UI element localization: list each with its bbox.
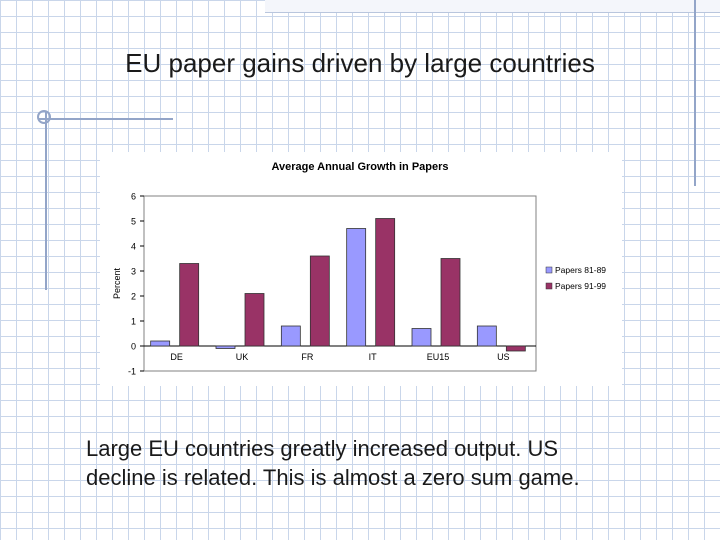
x-tick-label: EU15 — [427, 352, 450, 362]
bar-1 — [150, 340, 171, 347]
x-tick-label: US — [497, 352, 510, 362]
right-decor-rule — [694, 0, 696, 186]
slide-body: Large EU countries greatly increased out… — [86, 434, 686, 492]
x-tick-label: DE — [170, 352, 183, 362]
bar-chart: Average Annual Growth in Papers -1 0 1 2 3 4 5 6… — [112, 161, 606, 377]
y-tick-label: 5 — [131, 217, 136, 227]
chart-title: Average Annual Growth in Papers — [271, 161, 448, 173]
top-decor-bar — [265, 0, 720, 13]
bar-1 — [346, 228, 367, 347]
bar-2 — [375, 218, 396, 347]
y-tick-label: 2 — [131, 292, 136, 302]
body-line-1: Large EU countries greatly increased out… — [86, 436, 559, 461]
bar-2 — [440, 258, 461, 347]
bar-1 — [476, 325, 497, 347]
y-tick-label: 1 — [131, 317, 136, 327]
y-tick-label: 3 — [131, 267, 136, 277]
bar-1 — [215, 345, 236, 349]
y-tick-label: -1 — [128, 367, 136, 377]
bar-1 — [280, 325, 301, 347]
y-tick-label: 4 — [131, 242, 136, 252]
y-axis-label: Percent — [112, 267, 122, 299]
legend-label: Papers 91-99 — [555, 281, 606, 291]
y-tick-label: 0 — [131, 342, 136, 352]
body-line-2: decline is related. This is almost a zer… — [86, 465, 580, 490]
decor-horizontal-line — [38, 118, 173, 120]
bar-2 — [244, 293, 265, 347]
decor-circle — [37, 110, 51, 124]
decor-vertical-line — [45, 112, 47, 290]
bar-2 — [179, 263, 200, 347]
legend-swatch — [545, 282, 553, 290]
legend-swatch — [545, 266, 553, 274]
slide-title: EU paper gains driven by large countries — [125, 48, 595, 78]
x-tick-label: FR — [301, 352, 313, 362]
y-tick-label: 6 — [131, 192, 136, 202]
bar-1 — [411, 328, 432, 347]
bar-2 — [309, 255, 330, 347]
x-tick-label: UK — [236, 352, 249, 362]
plot-area — [143, 195, 537, 372]
chart-panel: Average Annual Growth in Papers -1 0 1 2 3 4 5 6… — [100, 152, 622, 386]
bar-2 — [505, 345, 526, 352]
legend-label: Papers 81-89 — [555, 265, 606, 275]
x-tick-label: IT — [369, 352, 378, 362]
